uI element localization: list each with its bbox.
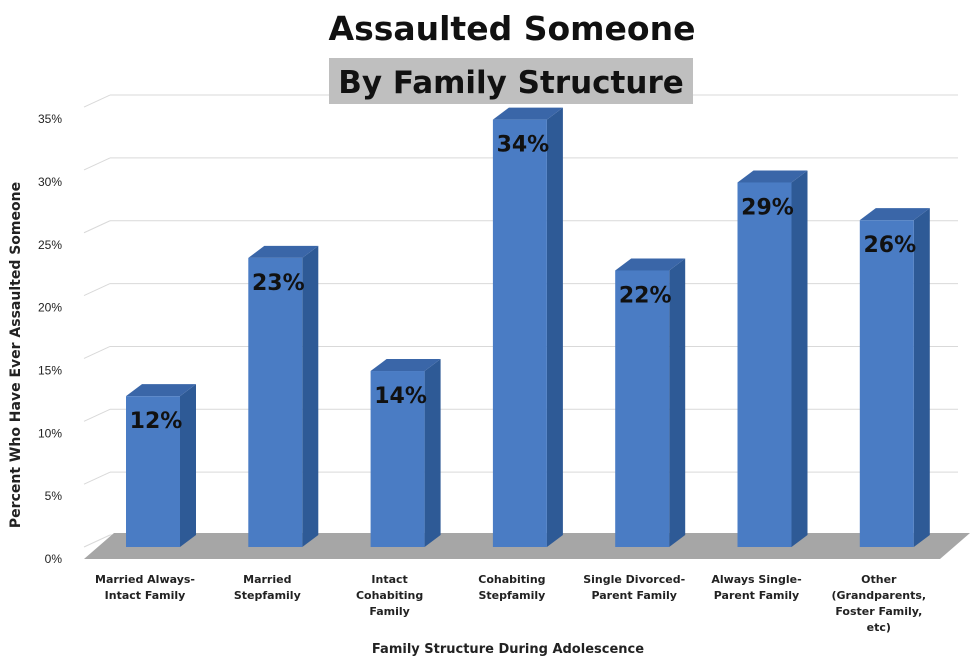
x-category-label: Cohabiting Stepfamily [478,573,545,602]
x-axis-categories: Married Always-Intact Family Married Stepf… [95,573,926,634]
y-tick-label: 30% [38,175,62,189]
x-category-label: Always Single-Parent Family [711,573,801,602]
data-label: 12% [130,409,183,434]
bar-top [615,258,686,271]
bar-top [859,208,930,221]
y-tick-label: 10% [38,426,62,440]
bar-group: 34% [492,107,563,548]
gridline-diagonal [83,220,111,234]
bar-group: 14% [370,359,441,547]
bars: 12% 23% 14% 34% 22% 29% 26% [126,107,930,548]
bar-side [180,384,196,547]
bar-top [126,384,196,397]
bar-group: 12% [126,384,196,547]
gridline-diagonal [83,94,111,108]
chart-subtitle: By Family Structure [338,65,684,101]
bar [492,119,547,548]
bar [737,182,792,547]
bar [370,371,425,547]
x-category-label: Single Divorced-Parent Family [583,573,685,602]
data-label: 26% [863,233,916,258]
y-tick-label: 0% [45,552,63,566]
y-tick-label: 20% [38,301,62,315]
gridline-diagonal [83,408,111,422]
bar-top [248,245,319,258]
gridline-diagonal [83,157,111,171]
x-category-label: Other (Grandparents, Foster Family, etc) [831,573,926,634]
bar-group: 29% [737,170,808,547]
bar-top [737,170,808,183]
gridline-diagonal [83,534,111,548]
bar [126,396,180,547]
x-category-label: Married Always-Intact Family [95,573,195,602]
data-label: 29% [741,195,794,220]
y-tick-label: 35% [38,112,62,126]
bar-group: 26% [859,208,930,547]
gridline-diagonal [83,345,111,359]
y-tick-label: 25% [38,238,62,252]
bar-top [370,359,441,372]
bar-side [913,208,930,547]
bar-group: 23% [248,245,319,547]
bar-side [791,170,808,547]
gridline-diagonal [83,471,111,485]
y-axis-title: Percent Who Have Ever Assaulted Someone [8,182,24,528]
bar [859,220,914,547]
x-axis-title: Family Structure During Adolescence [372,642,644,657]
gridline-diagonal [83,283,111,297]
chart-title: Assaulted Someone [329,9,696,48]
bar-side [546,107,563,548]
data-label: 23% [252,271,305,296]
bar-group: 22% [615,258,686,547]
subtitle-background [329,58,693,104]
bar-side [302,245,319,547]
y-axis-ticks: 0% 5% 10% 15% 20% 25% 30% 35% [38,112,62,566]
x-category-label: Intact Cohabiting Family [356,573,423,618]
data-label: 14% [374,384,427,409]
data-label: 34% [497,133,550,158]
y-tick-label: 5% [45,489,63,503]
bar-side [424,359,441,547]
y-tick-label: 15% [38,363,62,377]
x-category-label: Married Stepfamily [234,573,301,602]
bar [615,270,670,547]
bar-top [492,107,563,120]
data-label: 22% [619,283,672,308]
bar-side [669,258,686,547]
bar [248,257,303,547]
